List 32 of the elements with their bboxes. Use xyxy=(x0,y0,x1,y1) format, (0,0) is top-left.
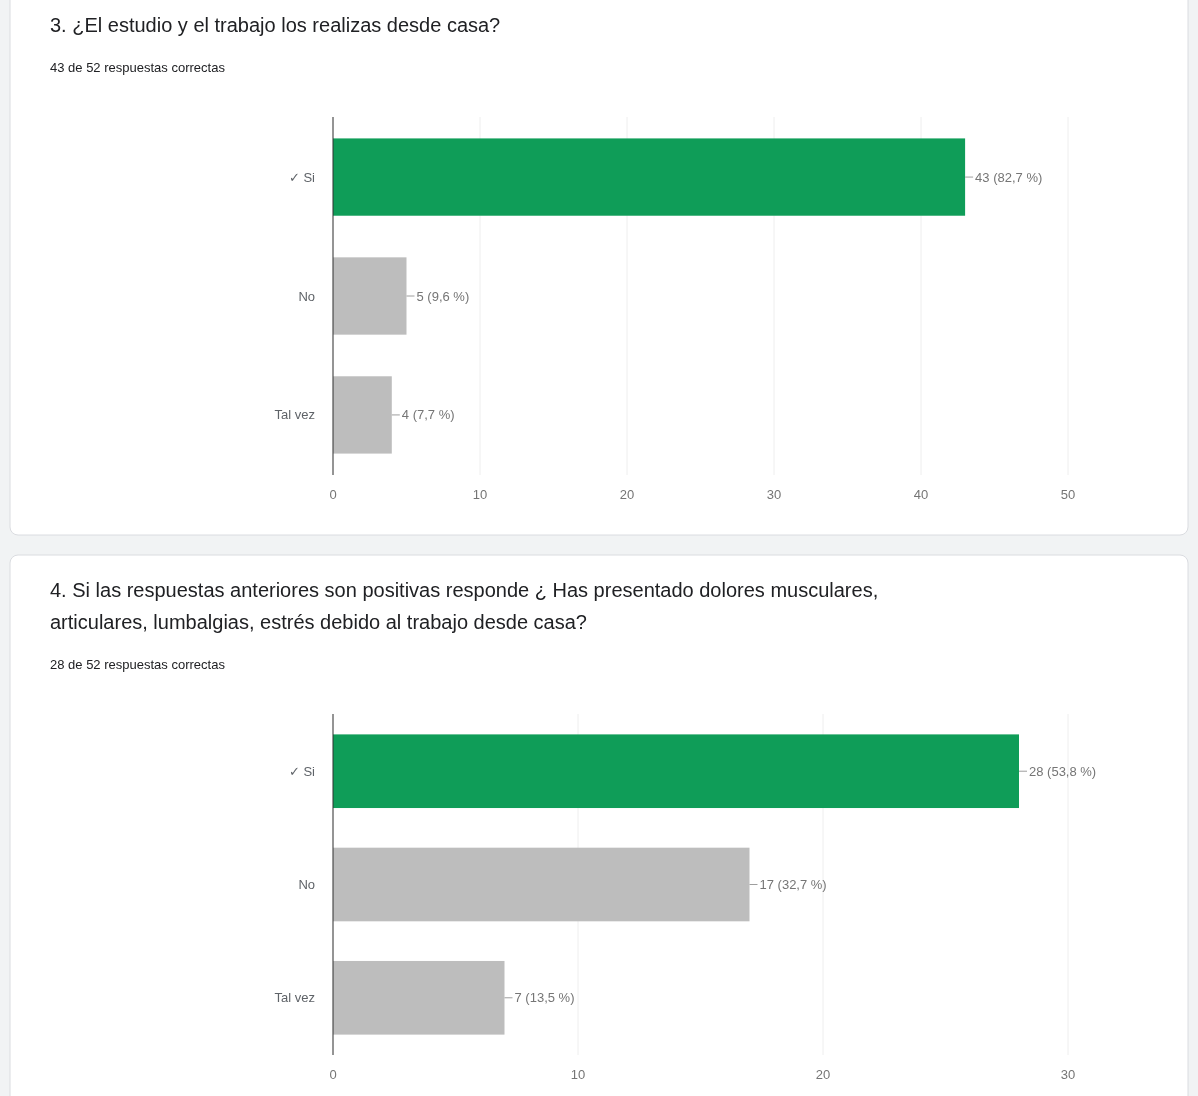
chart-title: 3. ¿El estudio y el trabajo los realizas desde casa? xyxy=(50,14,501,36)
text: 43 de 52 respuestas correctas xyxy=(50,60,226,75)
text: 28 de 52 respuestas correctas xyxy=(50,657,226,672)
x-tick-label: 10 xyxy=(472,487,488,502)
y-tick-label: No xyxy=(298,288,315,304)
bar xyxy=(333,257,407,335)
x-tick-label: 20 xyxy=(619,487,635,502)
data-label: 28 (53,8 %) xyxy=(1029,763,1097,779)
bar xyxy=(333,847,750,922)
x-tick-label: 10 xyxy=(570,1067,586,1082)
data-label: 17 (32,7 %) xyxy=(759,877,827,893)
data-label: 4 (7,7 %) xyxy=(401,407,455,423)
data-label: 43 (82,7 %) xyxy=(975,169,1043,185)
bar xyxy=(333,376,392,454)
bar xyxy=(333,138,966,216)
y-tick-label: ✓ Si xyxy=(288,169,316,185)
y-tick-label: Tal vez xyxy=(274,990,315,1006)
bar xyxy=(333,734,1019,809)
y-tick-label: Tal vez xyxy=(274,407,315,423)
x-tick-label: 40 xyxy=(913,487,929,502)
data-label: 5 (9,6 %) xyxy=(416,288,470,304)
chart-title: 4. Si las respuestas anteriores son positivas responde ¿ Has presentado dolores musculares, articulares, lumbalgias, estrés debido al trabajo desde casa? xyxy=(50,579,879,633)
x-tick-label: 20 xyxy=(815,1067,831,1082)
x-tick-label: 0 xyxy=(329,1067,337,1082)
bar xyxy=(333,960,505,1035)
y-tick-label: No xyxy=(298,877,315,893)
y-tick-label: ✓ Si xyxy=(288,763,316,779)
x-tick-label: 30 xyxy=(1060,1067,1076,1082)
x-tick-label: 0 xyxy=(329,487,337,502)
x-tick-label: 30 xyxy=(766,487,782,502)
x-tick-label: 50 xyxy=(1060,487,1076,502)
data-label: 7 (13,5 %) xyxy=(514,990,575,1006)
